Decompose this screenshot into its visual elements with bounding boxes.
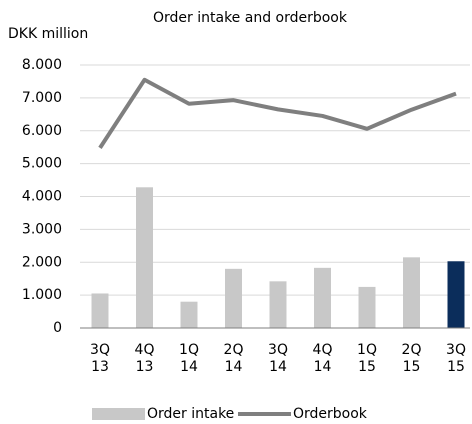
y-tick-label: 7.000	[22, 90, 62, 106]
x-tick-label: 2Q 14	[224, 342, 244, 375]
y-tick-label: 3.000	[22, 221, 62, 237]
bar	[91, 293, 109, 328]
bar	[225, 268, 242, 328]
bar	[403, 257, 420, 328]
y-axis-label: DKK million	[8, 26, 88, 42]
x-tick-label: 3Q 14	[268, 342, 288, 375]
x-tick-label: 2Q 15	[402, 342, 422, 375]
bar	[358, 286, 376, 328]
x-tick-label: 1Q 15	[357, 342, 377, 375]
legend-label: Orderbook	[293, 406, 368, 422]
bar	[447, 261, 465, 328]
y-tick-label: 6.000	[22, 123, 62, 139]
bar	[269, 281, 287, 328]
y-tick-label: 1.000	[22, 287, 62, 303]
bar	[314, 267, 331, 328]
x-tick-label: 3Q 15	[446, 342, 466, 375]
y-tick-label: 4.000	[22, 189, 62, 205]
chart-title: Order intake and orderbook	[153, 10, 348, 26]
bar	[180, 301, 198, 328]
bar	[136, 187, 153, 328]
x-tick-label: 1Q 14	[179, 342, 199, 375]
y-tick-label: 8.000	[22, 57, 62, 73]
y-tick-label: 2.000	[22, 254, 62, 270]
y-tick-label: 5.000	[22, 156, 62, 172]
x-tick-label: 4Q 14	[313, 342, 333, 375]
line	[98, 77, 457, 149]
y-tick-label: 0	[53, 320, 62, 336]
x-tick-label: 4Q 13	[135, 342, 155, 375]
legend-label: Order intake	[147, 406, 234, 422]
legend-swatch	[92, 408, 145, 420]
x-tick-label: 3Q 13	[90, 342, 110, 375]
